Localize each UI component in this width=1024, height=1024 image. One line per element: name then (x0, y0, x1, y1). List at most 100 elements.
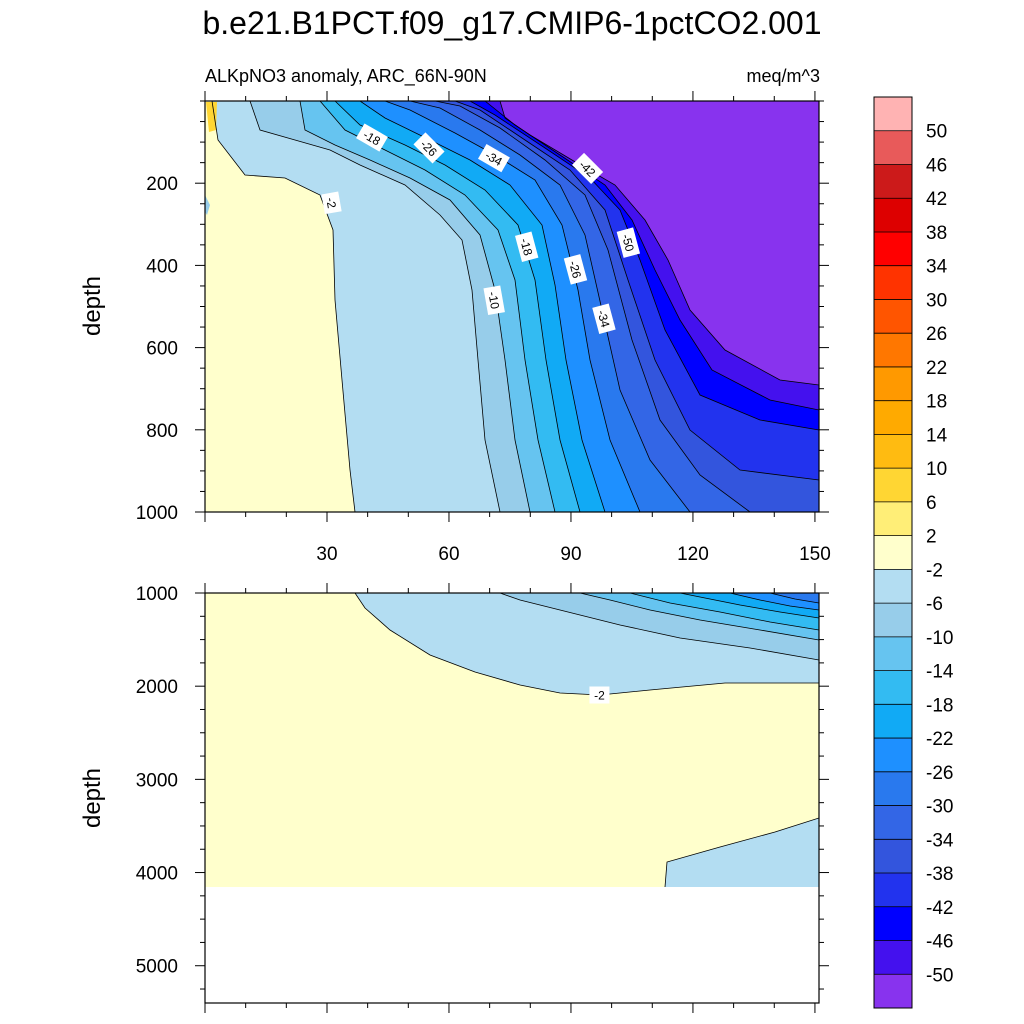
colorbar-swatch (874, 501, 912, 536)
y-tick-label: 200 (146, 174, 178, 195)
contour-label-text: -10 (485, 291, 502, 311)
contour-line-m50 (499, 101, 819, 386)
colorbar-swatch (874, 130, 912, 165)
lower-contour-labels: -2 (589, 686, 610, 704)
contour-label-box (356, 123, 388, 152)
upper-y-ticks: 200 400 600 800 1000 (136, 100, 829, 524)
colorbar-swatch (874, 231, 912, 267)
contour-line-m22-deep (729, 593, 819, 611)
colorbar-label: 14 (926, 425, 948, 446)
colorbar-swatch (874, 940, 912, 975)
contour-label-box (563, 254, 588, 285)
contour-line-m26-deep (769, 593, 819, 604)
contour-line-m6-deep (499, 593, 819, 661)
colorbar-swatch (874, 366, 912, 401)
y-tick-label: 800 (146, 421, 178, 442)
contour-label-text: -2 (594, 689, 605, 703)
upper-x-ticks: 30 60 90 120 150 (204, 91, 831, 565)
colorbar-label: 42 (926, 189, 947, 210)
colorbar-label: 10 (926, 459, 947, 480)
contour-label-box (321, 191, 342, 215)
colorbar-label: 22 (926, 358, 947, 379)
colorbar-frame (873, 96, 913, 1009)
x-tick-label: 30 (316, 544, 337, 565)
contour-line-m6 (249, 101, 501, 512)
upper-y-axis-label: depth (79, 276, 106, 336)
lower-y-ticks: 1000 2000 3000 4000 5000 (136, 584, 829, 990)
contour-label-text: -26 (566, 259, 584, 280)
colorbar-swatch (874, 704, 912, 739)
contour-label: -18 (515, 231, 539, 263)
lower-panel: -2 1000 2000 3000 4000 5000 depth (79, 583, 829, 1013)
upper-contour-labels: -18 -26 -34 -42 -50 -2 -18 -26 -34 -10 (321, 123, 641, 334)
colorbar-swatch (874, 603, 912, 638)
colorbar-swatch (874, 265, 912, 300)
contour-label: -2 (589, 686, 610, 704)
colorbar-label: 46 (926, 155, 947, 176)
colorbar-swatch (874, 333, 912, 368)
y-tick-label: 2000 (136, 677, 178, 698)
chart-subtitle-left: ALKpNO3 anomaly, ARC_66N-90N (205, 66, 487, 87)
fill-band-m6-edge (205, 195, 210, 215)
colorbar-swatch (874, 299, 912, 334)
colorbar: 50 46 42 38 34 30 26 22 18 14 10 6 2 -2 -6 -10 -14 -18 -22… (873, 96, 954, 1009)
colorbar-swatch (874, 636, 912, 671)
x-tick-label: 60 (438, 544, 459, 565)
lower-x-ticks (204, 583, 816, 1013)
x-tick-label: 120 (677, 544, 709, 565)
colorbar-label: 38 (926, 223, 947, 244)
contour-label: -34 (592, 303, 616, 334)
colorbar-label: -42 (926, 898, 953, 919)
contour-label: -26 (413, 132, 445, 164)
colorbar-swatch (874, 873, 912, 908)
colorbar-label: -18 (926, 695, 953, 716)
contour-label: -42 (572, 152, 604, 185)
colorbar-label: 30 (926, 290, 947, 311)
contour-label-box (515, 231, 539, 263)
colorbar-label: 34 (926, 257, 948, 278)
colorbar-label: -22 (926, 729, 953, 750)
contour-line-m34 (434, 101, 751, 512)
colorbar-label: -6 (926, 594, 943, 615)
contour-label-text: -2 (323, 196, 339, 209)
chart-title: b.e21.B1PCT.f09_g17.CMIP6-1pctCO2.001 (202, 5, 821, 41)
y-tick-label: 1000 (136, 584, 178, 605)
contour-label-text: -18 (517, 237, 535, 258)
colorbar-label: 50 (926, 122, 947, 143)
contour-label-box (483, 285, 505, 316)
colorbar-label: 6 (926, 493, 937, 514)
colorbar-swatch (874, 906, 912, 941)
contour-line-m18-deep (679, 593, 819, 619)
y-tick-label: 5000 (136, 957, 178, 978)
contour-line-m10 (299, 101, 531, 512)
colorbar-swatch (874, 670, 912, 705)
colorbar-swatch (874, 771, 912, 806)
contour-line-m38 (454, 101, 819, 481)
colorbar-swatch (874, 164, 912, 199)
contour-line-m14-deep (629, 593, 819, 631)
colorbar-swatch (874, 468, 912, 503)
colorbar-label: -38 (926, 864, 953, 885)
contour-line-m26 (384, 101, 641, 512)
contour-label-text: -34 (594, 309, 612, 330)
fill-band-p6 (206, 102, 217, 132)
upper-contour-fill (205, 101, 819, 512)
fill-band-m26-deep (770, 593, 819, 603)
colorbar-label: -2 (926, 560, 943, 581)
fill-band-m2-bottom (665, 818, 819, 887)
upper-panel: -18 -26 -34 -42 -50 -2 -18 -26 -34 -10 200 400 600 8… (79, 91, 831, 565)
y-tick-label: 1000 (136, 503, 178, 524)
contour-label: -34 (478, 143, 510, 173)
fill-band-m50 (500, 101, 819, 385)
contour-label-box (589, 686, 610, 704)
colorbar-swatch (874, 839, 912, 874)
contour-line-m30 (409, 101, 691, 512)
contour-line-m10-deep (579, 593, 819, 641)
colorbar-swatch (874, 97, 912, 132)
contour-label-box (592, 303, 616, 334)
colorbar-label: -26 (926, 763, 953, 784)
contour-line-m2-bottom (664, 817, 819, 888)
contour-label-box (572, 152, 604, 185)
x-tick-label: 150 (799, 544, 831, 565)
